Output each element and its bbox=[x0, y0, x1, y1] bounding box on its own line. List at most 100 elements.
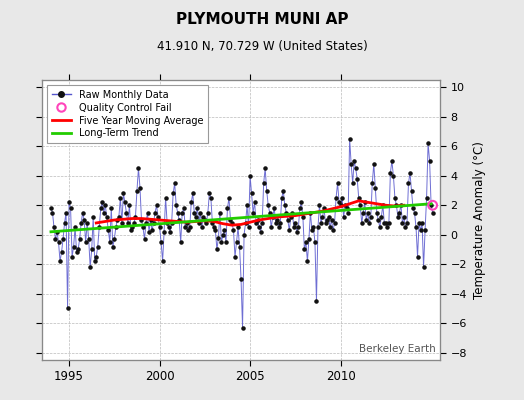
Point bbox=[429, 202, 437, 208]
Point bbox=[379, 202, 387, 208]
Point bbox=[347, 161, 355, 167]
Point bbox=[170, 180, 179, 186]
Point bbox=[261, 165, 269, 172]
Point bbox=[144, 210, 152, 216]
Point bbox=[309, 224, 318, 230]
Point bbox=[194, 220, 203, 226]
Point bbox=[192, 214, 200, 220]
Point bbox=[364, 210, 372, 216]
Point bbox=[280, 202, 289, 208]
Point bbox=[145, 228, 153, 235]
Point bbox=[216, 210, 224, 216]
Point bbox=[56, 258, 64, 264]
Point bbox=[348, 180, 357, 186]
Point bbox=[122, 210, 130, 216]
Point bbox=[208, 220, 216, 226]
Point bbox=[288, 210, 297, 216]
Point bbox=[373, 210, 381, 216]
Point bbox=[187, 199, 195, 206]
Point bbox=[293, 228, 301, 235]
Point bbox=[71, 224, 79, 230]
Point bbox=[63, 305, 72, 312]
Point bbox=[154, 214, 162, 220]
Point bbox=[95, 224, 103, 230]
Point bbox=[124, 220, 132, 226]
Point bbox=[275, 224, 283, 230]
Point bbox=[121, 199, 129, 206]
Point bbox=[271, 220, 280, 226]
Point bbox=[409, 205, 417, 212]
Point bbox=[157, 239, 165, 245]
Point bbox=[47, 205, 55, 212]
Point bbox=[278, 195, 286, 201]
Point bbox=[231, 254, 239, 260]
Point bbox=[333, 180, 342, 186]
Point bbox=[142, 220, 150, 226]
Point bbox=[50, 224, 58, 230]
Point bbox=[180, 205, 188, 212]
Point bbox=[350, 158, 358, 164]
Point bbox=[344, 210, 352, 216]
Point bbox=[240, 232, 248, 238]
Point bbox=[336, 202, 345, 208]
Point bbox=[51, 236, 60, 242]
Point bbox=[136, 184, 144, 191]
Point bbox=[315, 202, 324, 208]
Point bbox=[326, 224, 334, 230]
Point bbox=[332, 195, 340, 201]
Point bbox=[116, 195, 125, 201]
Point bbox=[417, 227, 425, 234]
Point bbox=[62, 210, 70, 216]
Point bbox=[230, 227, 238, 234]
Point bbox=[84, 236, 93, 242]
Point bbox=[395, 210, 403, 216]
Point bbox=[158, 258, 167, 264]
Point bbox=[96, 205, 105, 212]
Point bbox=[181, 224, 189, 230]
Point bbox=[268, 214, 277, 220]
Point bbox=[65, 199, 73, 206]
Point bbox=[210, 224, 218, 230]
Point bbox=[72, 249, 81, 256]
Point bbox=[308, 227, 316, 234]
Point bbox=[254, 217, 262, 223]
Point bbox=[300, 246, 309, 253]
Point bbox=[285, 227, 293, 234]
Point bbox=[400, 214, 408, 220]
Point bbox=[77, 220, 85, 226]
Point bbox=[368, 180, 376, 186]
Point bbox=[392, 202, 401, 208]
Point bbox=[211, 227, 220, 234]
Point bbox=[190, 210, 199, 216]
Point bbox=[137, 217, 146, 223]
Point bbox=[318, 214, 326, 220]
Text: 41.910 N, 70.729 W (United States): 41.910 N, 70.729 W (United States) bbox=[157, 40, 367, 53]
Point bbox=[324, 214, 333, 220]
Point bbox=[276, 220, 285, 226]
Point bbox=[353, 176, 362, 182]
Point bbox=[252, 220, 260, 226]
Point bbox=[328, 217, 336, 223]
Point bbox=[198, 224, 206, 230]
Point bbox=[160, 228, 168, 235]
Point bbox=[421, 227, 429, 234]
Point bbox=[104, 227, 113, 234]
Point bbox=[149, 220, 158, 226]
Point bbox=[74, 246, 82, 253]
Point bbox=[312, 298, 321, 304]
Point bbox=[86, 264, 94, 270]
Point bbox=[397, 202, 405, 208]
Point bbox=[172, 202, 180, 208]
Point bbox=[355, 195, 363, 201]
Point bbox=[407, 187, 416, 194]
Point bbox=[166, 228, 174, 235]
Point bbox=[367, 214, 375, 220]
Point bbox=[235, 243, 244, 250]
Point bbox=[237, 276, 245, 282]
Point bbox=[238, 324, 247, 331]
Point bbox=[193, 205, 202, 212]
Point bbox=[244, 224, 253, 230]
Point bbox=[202, 220, 211, 226]
Point bbox=[139, 224, 147, 230]
Point bbox=[130, 220, 138, 226]
